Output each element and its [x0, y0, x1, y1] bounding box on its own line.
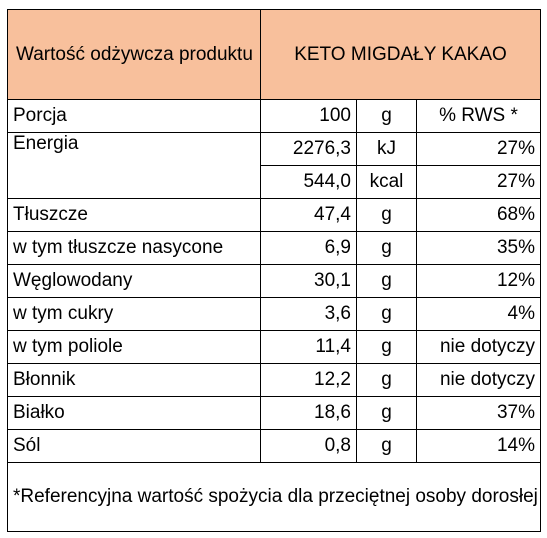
- energy-kj-pct: 27%: [416, 132, 541, 166]
- energy-kj-value: 2276,3: [260, 132, 357, 166]
- nutrient-pct: nie dotyczy: [416, 330, 541, 364]
- nutrition-table: Wartość odżywcza produktu KETO MIGDAŁY K…: [7, 9, 541, 532]
- energy-label: Energia: [7, 132, 261, 199]
- nutrient-pct: 68%: [416, 198, 541, 232]
- rws-column-label: % RWS *: [416, 99, 541, 133]
- footnote-row: *Referencyjna wartość spożycia dla przec…: [7, 462, 541, 532]
- nutrient-value: 18,6: [260, 396, 357, 430]
- nutrient-name: w tym cukry: [7, 297, 261, 331]
- nutrient-name: Węglowodany: [7, 264, 261, 298]
- nutrient-unit: g: [356, 231, 417, 265]
- nutrient-name: Błonnik: [7, 363, 261, 397]
- nutrient-name: Sól: [7, 429, 261, 463]
- nutrient-unit: g: [356, 297, 417, 331]
- nutrient-value: 47,4: [260, 198, 357, 232]
- table-row: Błonnik 12,2 g nie dotyczy: [7, 363, 541, 397]
- nutrient-pct: 37%: [416, 396, 541, 430]
- energy-kcal-pct: 27%: [416, 165, 541, 199]
- table-row: Sól 0,8 g 14%: [7, 429, 541, 463]
- table-row: Węglowodany 30,1 g 12%: [7, 264, 541, 298]
- portion-label: Porcja: [7, 99, 261, 133]
- energy-kcal-unit: kcal: [356, 165, 417, 199]
- nutrient-value: 6,9: [260, 231, 357, 265]
- nutrient-value: 11,4: [260, 330, 357, 364]
- nutrient-pct: 4%: [416, 297, 541, 331]
- nutrient-pct: 14%: [416, 429, 541, 463]
- nutrient-pct: 12%: [416, 264, 541, 298]
- nutrient-value: 0,8: [260, 429, 357, 463]
- portion-unit: g: [356, 99, 417, 133]
- energy-row-kcal: 544,0 kcal 27%: [8, 165, 541, 199]
- product-name: KETO MIGDAŁY KAKAO: [260, 9, 541, 100]
- nutrient-value: 3,6: [260, 297, 357, 331]
- nutrient-name: w tym poliole: [7, 330, 261, 364]
- table-row: Białko 18,6 g 37%: [7, 396, 541, 430]
- table-row: w tym cukry 3,6 g 4%: [7, 297, 541, 331]
- energy-kj-unit: kJ: [356, 132, 417, 166]
- nutrient-value: 12,2: [260, 363, 357, 397]
- nutrient-unit: g: [356, 264, 417, 298]
- nutrient-pct: nie dotyczy: [416, 363, 541, 397]
- nutrient-unit: g: [356, 396, 417, 430]
- nutrient-unit: g: [356, 198, 417, 232]
- nutrient-unit: g: [356, 330, 417, 364]
- nutrient-unit: g: [356, 363, 417, 397]
- portion-row: Porcja 100 g % RWS *: [7, 99, 541, 133]
- nutrient-name: Białko: [7, 396, 261, 430]
- nutrient-name: Tłuszcze: [7, 198, 261, 232]
- energy-row-kj: Energia 2276,3 kJ 27%: [7, 132, 541, 199]
- table-row: Tłuszcze 47,4 g 68%: [7, 198, 541, 232]
- nutrient-name: w tym tłuszcze nasycone: [7, 231, 261, 265]
- footnote: *Referencyjna wartość spożycia dla przec…: [7, 462, 541, 532]
- table-row: w tym poliole 11,4 g nie dotyczy: [7, 330, 541, 364]
- portion-value: 100: [260, 99, 357, 133]
- nutrient-value: 30,1: [260, 264, 357, 298]
- header-row: Wartość odżywcza produktu KETO MIGDAŁY K…: [7, 9, 541, 100]
- energy-kcal-value: 544,0: [260, 165, 357, 199]
- nutrient-pct: 35%: [416, 231, 541, 265]
- table-row: w tym tłuszcze nasycone 6,9 g 35%: [7, 231, 541, 265]
- nutrient-unit: g: [356, 429, 417, 463]
- header-label: Wartość odżywcza produktu: [7, 9, 261, 100]
